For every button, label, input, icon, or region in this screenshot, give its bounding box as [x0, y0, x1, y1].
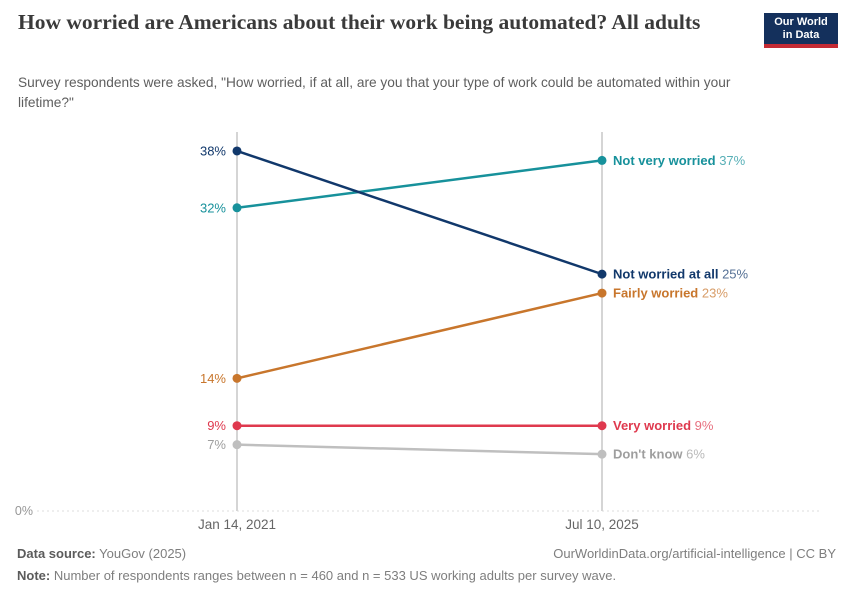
- series-start-value-don-t-know: 7%: [207, 437, 226, 452]
- series-label-very-worried[interactable]: Very worried 9%: [613, 418, 714, 433]
- owid-logo-accent-bar: [764, 44, 838, 48]
- y-axis-zero-label: 0%: [15, 504, 33, 518]
- chart-title: How worried are Americans about their wo…: [18, 10, 701, 34]
- series-point-start-fairly-worried[interactable]: [232, 373, 242, 383]
- slope-chart: 0% Jan 14, 2021 Jul 10, 2025 32% Not very wo…: [15, 132, 820, 532]
- data-source-label: Data source:: [17, 546, 96, 561]
- series-point-start-not-very-worried[interactable]: [232, 203, 242, 213]
- note-label: Note:: [17, 568, 51, 583]
- series-line-not-very-worried[interactable]: [236, 159, 603, 210]
- data-source-value: YouGov (2025): [99, 546, 187, 561]
- chart-footer: Data source: YouGov (2025) OurWorldinDat…: [17, 546, 836, 583]
- series-label-fairly-worried[interactable]: Fairly worried 23%: [613, 286, 728, 301]
- owid-logo-line2: in Data: [782, 28, 820, 41]
- owid-logo-line1: Our World: [774, 16, 828, 28]
- series-line-not-worried-at-all[interactable]: [236, 149, 603, 276]
- owid-logo[interactable]: Our World in Data: [764, 13, 838, 48]
- series-point-start-very-worried[interactable]: [232, 421, 242, 431]
- series-point-end-don-t-know[interactable]: [597, 449, 607, 459]
- series-start-value-not-worried-at-all: 38%: [200, 143, 226, 158]
- attribution-link[interactable]: OurWorldinData.org/artificial-intelligen…: [553, 546, 836, 561]
- series-point-start-not-worried-at-all[interactable]: [232, 146, 242, 156]
- series-label-not-worried-at-all[interactable]: Not worried at all 25%: [613, 267, 749, 282]
- series-point-start-don-t-know[interactable]: [232, 440, 242, 450]
- x-tick-label-0: Jan 14, 2021: [198, 517, 276, 532]
- chart-subtitle: Survey respondents were asked, "How worr…: [18, 75, 731, 110]
- series-label-not-very-worried[interactable]: Not very worried 37%: [613, 153, 746, 168]
- series-line-fairly-worried[interactable]: [236, 291, 603, 380]
- series-point-end-very-worried[interactable]: [597, 421, 607, 431]
- series-point-end-not-worried-at-all[interactable]: [597, 269, 607, 279]
- series-line-don-t-know[interactable]: [236, 443, 603, 456]
- series-point-end-fairly-worried[interactable]: [597, 288, 607, 298]
- series-start-value-not-very-worried: 32%: [200, 200, 226, 215]
- series-point-end-not-very-worried[interactable]: [597, 155, 607, 165]
- series-start-value-very-worried: 9%: [207, 418, 226, 433]
- data-source: Data source: YouGov (2025): [17, 546, 186, 561]
- x-tick-label-1: Jul 10, 2025: [565, 517, 639, 532]
- owid-logo-box: Our World in Data: [764, 13, 838, 44]
- series-label-don-t-know[interactable]: Don't know 6%: [613, 447, 705, 462]
- note-text: Number of respondents ranges between n =…: [53, 568, 617, 583]
- chart-note: Note: Number of respondents ranges betwe…: [17, 568, 836, 583]
- series-start-value-fairly-worried: 14%: [200, 371, 226, 386]
